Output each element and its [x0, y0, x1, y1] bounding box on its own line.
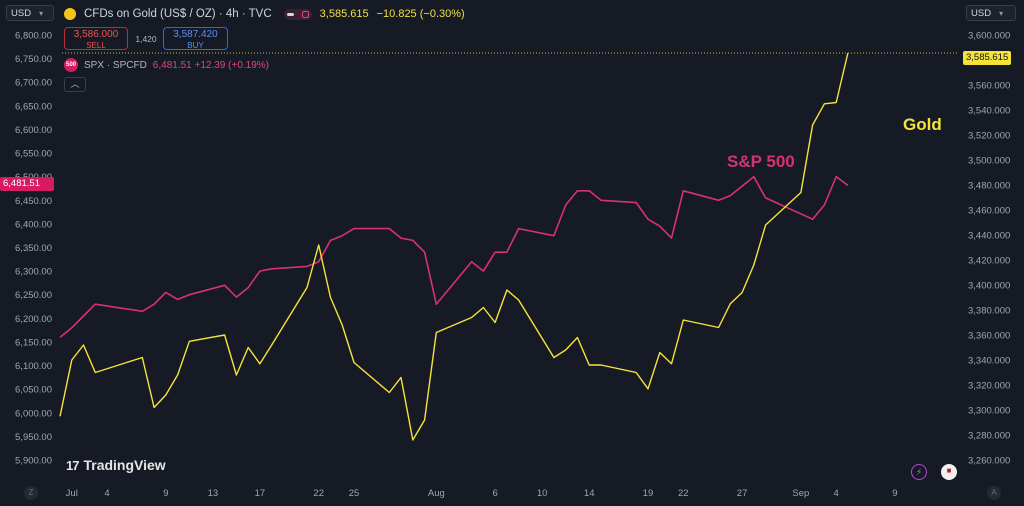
time-axis-tick-label: 19	[643, 488, 654, 499]
right-price-axis[interactable]: 3,600.0003,580.0003,560.0003,540.0003,52…	[968, 31, 1010, 467]
time-axis-tick-label: 10	[537, 488, 548, 499]
tradingview-watermark: 17 TradingView	[66, 457, 166, 473]
right-currency-select[interactable]: USD ▾	[966, 5, 1016, 21]
sp500-series-line	[59, 175, 849, 338]
buy-price: 3,587.420	[173, 29, 218, 40]
right-axis-tick-label: 3,320.000	[968, 381, 1010, 392]
gold-annotation: Gold	[903, 115, 942, 134]
left-axis-tick-label: 6,100.00	[15, 361, 52, 372]
left-axis-tick-label: 6,300.00	[15, 267, 52, 278]
left-axis-tick-label: 5,900.00	[15, 456, 52, 467]
left-axis-tick-label: 6,400.00	[15, 219, 52, 230]
left-axis-tick-label: 6,450.00	[15, 196, 52, 207]
auto-scale-button[interactable]: A	[987, 486, 1001, 500]
right-axis-tick-label: 3,480.000	[968, 181, 1010, 192]
left-axis-tick-label: 6,700.00	[15, 78, 52, 89]
right-axis-tick-label: 3,440.000	[968, 231, 1010, 242]
time-axis-tick-label: 9	[892, 488, 897, 499]
watermark-text: TradingView	[83, 457, 166, 473]
left-price-axis[interactable]: 6,800.00 6,750.00 6,700.00 6,650.00 6,600.00…	[15, 31, 52, 467]
left-axis-tick-label: 6,550.00	[15, 149, 52, 160]
time-axis-tick-label: 25	[349, 488, 360, 499]
us-flag-icon[interactable]: ■	[941, 464, 957, 480]
right-axis-tick-label: 3,520.000	[968, 131, 1010, 142]
chevron-down-icon: ▾	[999, 9, 1004, 18]
lightning-icon[interactable]: ⚡	[911, 464, 927, 480]
time-axis[interactable]: Jul 4 9 13 17 22 25 Aug 6 10 14 19 22 27 Sep 4 9	[66, 488, 898, 499]
chevron-up-icon[interactable]: ︿	[64, 77, 86, 92]
buy-label: BUY	[187, 41, 204, 50]
right-axis-tick-label: 3,380.000	[968, 306, 1010, 317]
time-axis-tick-label: 13	[208, 488, 219, 499]
time-axis-tick-label: Aug	[428, 488, 445, 499]
tradingview-logo-icon: 17	[66, 457, 80, 473]
spread-value: 1,420	[135, 34, 157, 44]
time-axis-tick-label: 4	[834, 488, 839, 499]
chevron-down-icon: ▾	[39, 9, 44, 18]
gold-last-price-tag: 3,585.615	[963, 51, 1012, 65]
right-axis-tick-label: 3,300.000	[968, 406, 1010, 417]
time-axis-tick-label: 17	[255, 488, 266, 499]
left-currency-select[interactable]: USD ▾	[6, 5, 54, 21]
gold-series-line	[59, 52, 849, 441]
left-axis-tick-label: 5,950.00	[15, 432, 52, 443]
time-axis-tick-label: 9	[163, 488, 168, 499]
right-axis-tick-label: 3,600.000	[968, 31, 1010, 42]
gold-coin-icon	[64, 8, 76, 20]
left-axis-tick-label: 6,350.00	[15, 243, 52, 254]
time-axis-tick-label: 27	[737, 488, 748, 499]
time-axis-tick-label: 6	[492, 488, 497, 499]
left-currency-label: USD	[11, 8, 32, 19]
right-axis-tick-label: 3,560.000	[968, 81, 1010, 92]
time-axis-tick-label: 22	[313, 488, 324, 499]
symbol-change: −10.825 (−0.30%)	[376, 8, 465, 20]
time-axis-tick-label: 14	[584, 488, 595, 499]
symbol-header: CFDs on Gold (US$ / OZ) · 4h · TVC 3,585…	[64, 6, 465, 22]
spx-badge-icon: 500	[64, 58, 78, 72]
sell-label: SELL	[86, 41, 106, 50]
left-axis-tick-label: 6,600.00	[15, 125, 52, 136]
right-axis-tick-label: 3,400.000	[968, 281, 1010, 292]
left-axis-tick-label: 6,200.00	[15, 314, 52, 325]
right-axis-tick-label: 3,280.000	[968, 431, 1010, 442]
visibility-toggle[interactable]	[283, 8, 312, 20]
sell-button[interactable]: 3,586.000 SELL	[64, 27, 128, 50]
time-axis-tick-label: 22	[678, 488, 689, 499]
buy-button[interactable]: 3,587.420 BUY	[163, 27, 228, 50]
time-axis-tick-label: Sep	[792, 488, 809, 499]
left-axis-tick-label: 6,650.00	[15, 101, 52, 112]
spx-legend[interactable]: 500 SPX · SPCFD 6,481.51 +12.39 (+0.19%)	[64, 58, 269, 72]
sell-price: 3,586.000	[73, 29, 119, 40]
spx-values: 6,481.51 +12.39 (+0.19%)	[152, 59, 269, 71]
sp500-annotation: S&P 500	[727, 152, 795, 171]
left-axis-tick-label: 6,000.00	[15, 408, 52, 419]
symbol-title[interactable]: CFDs on Gold (US$ / OZ) · 4h · TVC	[84, 8, 272, 20]
left-axis-tick-label: 6,800.00	[15, 31, 52, 42]
zoom-reset-button[interactable]: Z	[24, 486, 38, 500]
left-axis-tick-label: 6,250.00	[15, 290, 52, 301]
left-axis-tick-label: 6,150.00	[15, 337, 52, 348]
left-axis-tick-label: 6,050.00	[15, 385, 52, 396]
right-axis-tick-label: 3,260.000	[968, 456, 1010, 467]
left-axis-tick-label: 6,750.00	[15, 54, 52, 65]
spx-symbol-name: SPX · SPCFD	[84, 59, 147, 71]
time-axis-tick-label: Jul	[66, 488, 78, 499]
right-axis-tick-label: 3,500.000	[968, 156, 1010, 167]
symbol-price: 3,585.615	[319, 8, 369, 20]
right-currency-label: USD	[971, 8, 992, 19]
right-axis-tick-label: 3,540.000	[968, 106, 1010, 117]
right-axis-tick-label: 3,460.000	[968, 206, 1010, 217]
right-axis-tick-label: 3,360.000	[968, 331, 1010, 342]
spx-last-price-tag: 6,481.51	[0, 177, 54, 191]
right-axis-tick-label: 3,420.000	[968, 256, 1010, 267]
time-axis-tick-label: 4	[104, 488, 109, 499]
right-axis-tick-label: 3,340.000	[968, 356, 1010, 367]
